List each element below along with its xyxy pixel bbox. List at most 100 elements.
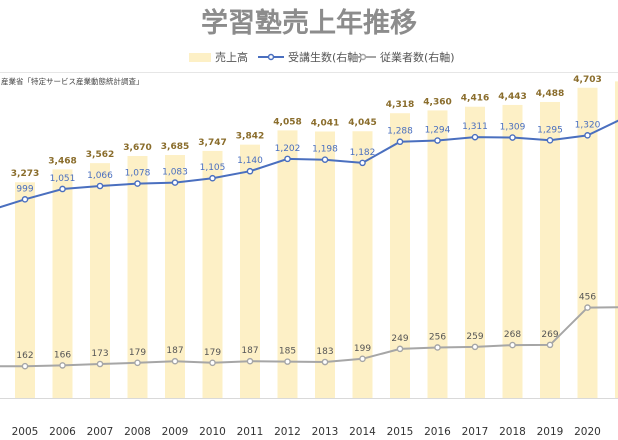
point-employees-2014 xyxy=(359,355,366,363)
bar-sales-2005 xyxy=(15,182,35,399)
legend-marker-employees xyxy=(359,53,367,61)
point-employees-2019 xyxy=(546,341,554,349)
point-employees-2009 xyxy=(171,357,179,365)
label-students-2008: 1,078 xyxy=(125,169,151,179)
label-sales-2013: 4,041 xyxy=(311,119,339,129)
label-employees-2010: 179 xyxy=(204,348,221,358)
point-employees-2016 xyxy=(434,344,441,351)
label-students-2017: 1,311 xyxy=(462,122,488,132)
label-students-2010: 1,105 xyxy=(200,163,226,173)
source-note: 産業省「特定サービス産業動態統計調査」 xyxy=(1,76,144,86)
x-tick-2017: 2017 xyxy=(462,426,489,438)
line-students xyxy=(0,119,618,209)
legend-swatch-sales xyxy=(189,53,211,62)
point-students-2014 xyxy=(359,159,366,167)
x-tick-2008: 2008 xyxy=(124,426,151,438)
x-tick-2018: 2018 xyxy=(499,426,526,438)
label-sales-2020: 4,703 xyxy=(573,75,601,85)
point-employees-2006 xyxy=(59,362,66,369)
label-students-2015: 1,288 xyxy=(387,127,413,137)
point-students-2012 xyxy=(284,155,291,163)
x-tick-2015: 2015 xyxy=(387,426,414,438)
bar-sales-2010 xyxy=(202,150,223,399)
label-students-2018: 1,309 xyxy=(500,123,526,133)
point-students-2013 xyxy=(321,156,329,163)
point-students-2017 xyxy=(471,133,479,141)
x-tick-2012: 2012 xyxy=(274,426,301,438)
label-students-2019: 1,295 xyxy=(537,125,563,135)
point-students-2020 xyxy=(584,132,591,139)
label-sales-2015: 4,318 xyxy=(386,100,414,110)
label-employees-2017: 259 xyxy=(466,332,483,342)
point-employees-2008 xyxy=(134,359,141,367)
x-tick-2006: 2006 xyxy=(49,426,76,438)
label-employees-2013: 183 xyxy=(316,347,333,357)
point-students-2016 xyxy=(434,137,441,144)
legend-label-employees: 従業者数(右軸) xyxy=(380,50,455,64)
label-sales-2014: 4,045 xyxy=(348,118,376,128)
label-sales-2007: 3,562 xyxy=(86,150,114,160)
point-students-2009 xyxy=(171,179,179,186)
label-sales-2018: 4,443 xyxy=(498,92,526,102)
legend-label-students: 受講生数(右軸) xyxy=(288,50,363,64)
label-sales-2017: 4,416 xyxy=(461,94,489,104)
x-tick-2011: 2011 xyxy=(237,426,264,438)
label-students-2007: 1,066 xyxy=(87,171,113,181)
label-students-2020: 1,320 xyxy=(575,120,601,130)
point-students-2015 xyxy=(396,138,404,146)
label-students-2014: 1,182 xyxy=(350,148,376,158)
label-employees-2005: 162 xyxy=(16,351,33,361)
label-students-2006: 1,051 xyxy=(50,174,76,184)
x-tick-2005: 2005 xyxy=(12,426,39,438)
point-students-2010 xyxy=(209,174,216,182)
point-employees-2017 xyxy=(471,343,479,351)
label-sales-2006: 3,468 xyxy=(48,156,76,166)
label-employees-2020: 456 xyxy=(579,293,596,303)
bar-sales-2015 xyxy=(390,113,410,399)
label-sales-2010: 3,747 xyxy=(198,138,226,148)
legend-marker-students xyxy=(267,53,275,61)
label-employees-2018: 268 xyxy=(504,330,521,340)
bar-sales-2020 xyxy=(577,87,598,399)
legend-label-sales: 売上高 xyxy=(215,50,248,64)
x-tick-2020: 2020 xyxy=(574,426,601,438)
label-students-2009: 1,083 xyxy=(162,168,188,178)
point-students-2019 xyxy=(546,137,554,144)
x-axis: 2005 2006 2007 2008 2009 2010 2011 2012 2013 2014… xyxy=(0,398,618,438)
bar-sales-2008 xyxy=(127,156,148,399)
line-employees xyxy=(0,306,618,368)
bars-layer xyxy=(15,81,618,399)
label-students-2013: 1,198 xyxy=(312,145,338,155)
label-employees-2012: 185 xyxy=(279,347,296,357)
bar-sales-2016 xyxy=(427,110,448,399)
label-employees-2016: 256 xyxy=(429,332,446,342)
point-employees-2013 xyxy=(321,358,329,366)
bar-sales-2012 xyxy=(277,130,298,399)
label-employees-2014: 199 xyxy=(354,344,371,354)
bar-sales-2009 xyxy=(165,155,185,399)
label-employees-2019: 269 xyxy=(541,330,558,340)
bar-sales-2021 xyxy=(615,81,618,399)
x-tick-2009: 2009 xyxy=(162,426,189,438)
label-sales-2005: 3,273 xyxy=(11,169,39,179)
label-sales-2012: 4,058 xyxy=(273,117,301,127)
bar-sales-2006 xyxy=(52,169,73,399)
point-students-2011 xyxy=(246,167,254,175)
label-sales-2008: 3,670 xyxy=(123,143,151,153)
point-students-2006 xyxy=(59,185,66,193)
point-students-2018 xyxy=(509,134,516,141)
point-employees-2018 xyxy=(509,341,516,349)
x-tick-2013: 2013 xyxy=(312,426,339,438)
label-sales-2009: 3,685 xyxy=(161,142,189,152)
label-students-2011: 1,140 xyxy=(237,156,263,166)
bar-sales-2019 xyxy=(540,101,560,399)
x-tick-2016: 2016 xyxy=(424,426,451,438)
bar-sales-2014 xyxy=(352,131,373,399)
label-students-2005: 999 xyxy=(16,184,33,194)
bar-sales-2013 xyxy=(315,131,335,399)
label-employees-2006: 166 xyxy=(54,350,71,360)
point-students-2008 xyxy=(134,180,141,187)
bar-sales-2007 xyxy=(90,163,110,399)
point-employees-2011 xyxy=(246,357,254,365)
